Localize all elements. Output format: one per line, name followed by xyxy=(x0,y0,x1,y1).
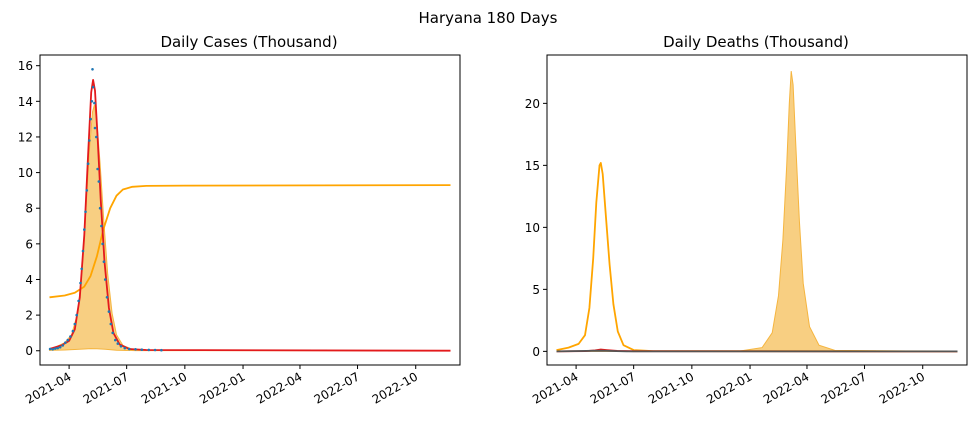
data-point xyxy=(84,210,87,214)
x-tick-label: 2022-01 xyxy=(197,369,247,406)
data-point xyxy=(96,167,99,171)
axes-frame xyxy=(39,54,461,366)
data-point xyxy=(95,135,98,139)
data-point xyxy=(56,346,59,350)
data-point xyxy=(98,206,102,210)
x-tick-label: 2022-07 xyxy=(819,369,869,406)
data-point xyxy=(147,348,151,352)
data-point xyxy=(119,345,123,348)
y-tick-label: 0 xyxy=(25,344,33,358)
data-point xyxy=(61,344,65,347)
chart-title: Daily Cases (Thousand) xyxy=(160,33,337,51)
y-tick-label: 14 xyxy=(18,95,33,109)
x-tick-label: 2022-07 xyxy=(312,369,362,406)
data-point xyxy=(64,341,67,345)
y-tick-label: 6 xyxy=(25,237,33,251)
y-tick-label: 20 xyxy=(525,97,540,111)
data-point xyxy=(71,329,75,333)
x-tick-label: 2022-10 xyxy=(877,369,927,406)
data-point xyxy=(83,228,86,231)
x-tick-label: 2022-01 xyxy=(704,369,754,406)
data-point xyxy=(153,348,157,352)
y-tick-label: 0 xyxy=(532,345,540,359)
data-point xyxy=(93,126,97,130)
data-point xyxy=(58,345,62,349)
data-point xyxy=(107,310,111,313)
x-tick-label: 2021-10 xyxy=(139,369,189,406)
y-tick-label: 10 xyxy=(18,166,33,180)
data-point xyxy=(140,348,144,352)
data-point xyxy=(73,322,77,326)
y-tick-label: 16 xyxy=(18,59,33,73)
y-tick-label: 2 xyxy=(25,309,33,323)
x-tick-label: 2021-04 xyxy=(23,369,73,406)
data-point xyxy=(101,242,104,246)
axes-frame xyxy=(546,54,968,366)
data-point xyxy=(127,347,131,351)
y-tick-label: 8 xyxy=(25,202,33,216)
x-tick-label: 2021-07 xyxy=(81,369,131,406)
x-tick-label: 2021-07 xyxy=(588,369,638,406)
data-point xyxy=(105,296,109,299)
data-point xyxy=(114,338,117,342)
data-point xyxy=(51,348,54,351)
data-point xyxy=(160,348,163,352)
data-point xyxy=(89,117,92,121)
y-tick-label: 5 xyxy=(532,283,540,297)
series-area xyxy=(556,71,958,352)
data-point xyxy=(111,331,114,335)
data-point xyxy=(66,338,70,342)
y-tick-label: 15 xyxy=(525,159,540,173)
data-point xyxy=(97,180,101,183)
data-point xyxy=(75,313,78,317)
data-point xyxy=(109,322,113,326)
data-point xyxy=(91,68,94,71)
data-point xyxy=(77,299,80,303)
series-line xyxy=(49,79,451,352)
data-point xyxy=(79,281,82,285)
data-point xyxy=(123,346,127,350)
data-point xyxy=(100,224,103,228)
data-point xyxy=(88,139,91,142)
data-point xyxy=(80,267,83,271)
series-line xyxy=(556,349,958,353)
data-point xyxy=(93,101,96,105)
data-point xyxy=(134,348,137,351)
data-point xyxy=(91,85,95,89)
x-tick-label: 2022-10 xyxy=(370,369,420,406)
x-tick-label: 2022-04 xyxy=(254,369,304,406)
y-tick-label: 10 xyxy=(525,221,540,235)
data-point xyxy=(48,347,52,351)
series-line xyxy=(49,184,451,299)
chart-daily-cases: Daily Cases (Thousand) 0 2 4 6 8 10 12 14 16 2021… xyxy=(18,33,461,407)
figure-title: Haryana 180 Days xyxy=(418,9,557,27)
data-point xyxy=(116,342,120,345)
series-line xyxy=(556,162,958,353)
data-point xyxy=(53,347,57,350)
chart-title: Daily Deaths (Thousand) xyxy=(663,33,849,51)
data-point xyxy=(102,260,106,264)
data-point xyxy=(85,189,89,192)
data-point xyxy=(90,100,94,103)
y-tick-label: 4 xyxy=(25,273,33,287)
data-point xyxy=(81,249,85,253)
data-point xyxy=(86,162,90,165)
y-tick-label: 12 xyxy=(18,130,33,144)
data-point xyxy=(69,335,72,338)
x-tick-label: 2021-04 xyxy=(530,369,580,406)
x-tick-label: 2022-04 xyxy=(761,369,811,406)
x-tick-label: 2021-10 xyxy=(646,369,696,406)
data-point xyxy=(103,278,107,281)
